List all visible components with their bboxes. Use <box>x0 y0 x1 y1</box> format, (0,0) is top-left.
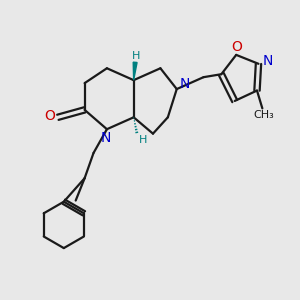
Text: H: H <box>131 51 140 61</box>
Polygon shape <box>133 62 137 80</box>
Text: N: N <box>180 77 190 91</box>
Text: N: N <box>100 130 111 145</box>
Text: O: O <box>44 109 55 123</box>
Text: N: N <box>263 54 273 68</box>
Text: CH₃: CH₃ <box>254 110 274 120</box>
Text: H: H <box>138 135 147 145</box>
Text: O: O <box>231 40 242 54</box>
